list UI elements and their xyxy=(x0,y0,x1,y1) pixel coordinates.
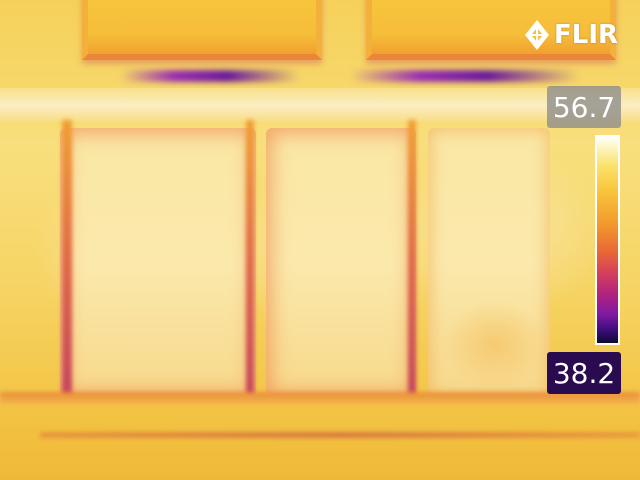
flir-logo: FLIR xyxy=(524,18,618,52)
wall-panel-center xyxy=(266,128,416,398)
max-temperature-label: 56.7 xyxy=(547,86,621,128)
wall-panel-left xyxy=(60,128,256,398)
warm-area xyxy=(440,300,550,390)
flir-logo-text: FLIR xyxy=(554,20,619,50)
upper-window-pane-right xyxy=(366,0,616,60)
panel-seam-edge xyxy=(62,120,72,400)
flir-diamond-icon xyxy=(524,19,550,51)
panel-seam-right xyxy=(408,120,416,400)
upper-window-pane-left xyxy=(82,0,322,60)
temperature-color-scale xyxy=(595,135,620,345)
cold-spot-right xyxy=(350,70,580,82)
window-sill-band xyxy=(0,88,640,122)
baseboard-strip xyxy=(0,392,640,406)
floor-line xyxy=(40,432,640,438)
cold-spot-left xyxy=(120,70,300,82)
min-temperature-label: 38.2 xyxy=(547,352,621,394)
panel-seam-left xyxy=(246,120,254,400)
